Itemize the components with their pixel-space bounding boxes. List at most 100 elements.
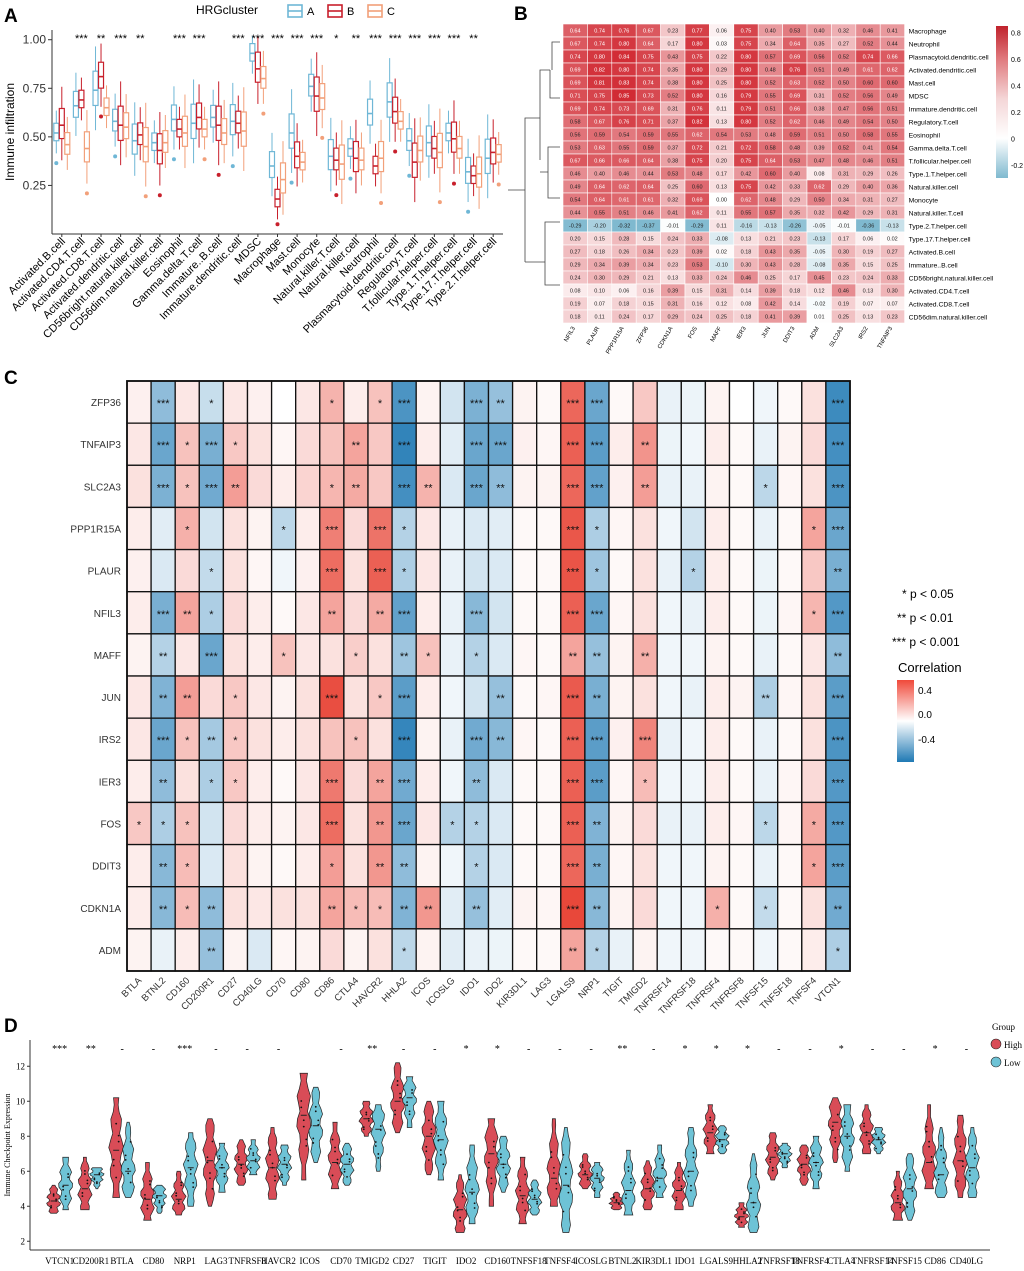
violin-point [312,1137,315,1140]
significance-star: * [474,820,479,832]
violin-point [846,1133,849,1135]
significance-mark: - [402,1044,405,1055]
row-label: Type.2.T.helper.cell [909,224,968,231]
cell-value: 0.59 [643,133,654,139]
violin-point [406,1104,408,1107]
cell-value: 0.59 [643,146,654,152]
cell-value: 0.00 [716,198,727,204]
cell-value: 0.77 [692,29,703,35]
violin-point [52,1194,55,1197]
cell-value: 0.55 [619,146,630,152]
heat-cell [222,886,249,930]
heat-cell [801,464,827,509]
violin-point [149,1183,151,1186]
violin-point [430,1128,433,1131]
cell-value: 0.11 [716,224,726,230]
significance-star: *** [832,609,846,621]
x-tick-label: TNFRSF14 [852,1256,895,1266]
violin-point [175,1192,178,1195]
cell-value: 0.67 [570,42,581,48]
cell-value: 0.19 [863,250,874,256]
row-label: DDIT3 [92,862,121,873]
x-tick-label: HHLA2 [733,1256,763,1266]
significance-mark: - [777,1044,780,1055]
heat-cell [584,506,610,551]
significance-mark: - [652,1044,655,1055]
cell-value: 0.64 [643,42,654,48]
violin-point [896,1197,899,1200]
heat-cell [608,928,634,972]
violin-point [317,1119,320,1122]
colorbar-tick: 0.0 [918,710,932,721]
significance-mark: *** [291,33,305,45]
significance-star: ** [593,862,602,874]
violin-point [124,1154,127,1157]
heat-cell [536,422,562,466]
violin-point [911,1186,914,1188]
cell-value: 0.75 [692,55,703,61]
violin-point [711,1125,714,1128]
box-body [156,133,163,165]
heat-cell [391,633,417,677]
cell-value: 0.46 [838,289,849,295]
heat-cell [632,591,658,635]
violin-point [928,1140,930,1143]
violin-point [865,1134,868,1137]
violin-point [831,1129,834,1132]
significance-star: *** [591,440,605,452]
p-value-legend: *** p < 0.001 [892,635,960,649]
violin-point [750,1187,752,1190]
violin-point [156,1194,158,1197]
cell-value: -0.05 [813,250,826,256]
y-tick-label: 6 [21,1166,26,1176]
cell-value: 0.52 [814,81,825,87]
cell-value: 0.25 [716,315,727,321]
heat-cell [704,506,731,551]
cell-value: 0.30 [838,250,849,256]
cell-value: 0.58 [863,133,874,139]
violin-point [930,1155,933,1158]
heat-cell [415,759,441,804]
heat-cell [174,591,200,635]
cell-value: 0.48 [765,198,776,204]
box-body [406,128,413,151]
box-body [151,132,158,152]
box-body [319,83,326,111]
significance-star: ** [207,735,216,747]
box-body [377,140,385,173]
violin-point [562,1210,565,1213]
violin-point [504,1176,507,1179]
cell-value: 0.21 [765,237,776,243]
violin-point [721,1145,724,1148]
heat-cell [126,422,152,466]
heat-cell [632,928,658,972]
box-body [338,144,345,180]
violin-point [456,1209,459,1212]
violin-point [831,1125,834,1128]
violin-point [271,1162,274,1165]
violin-point [112,1158,115,1161]
cell-value: -0.32 [618,224,631,230]
cell-value: 0.63 [789,81,800,87]
violin-point [805,1156,808,1159]
row-label: MDSC [909,94,929,101]
violin-point [565,1172,567,1175]
violin-point [411,1092,413,1094]
heat-cell [752,380,779,424]
heat-cell [415,928,441,972]
col-label: CDKN1A [657,326,674,350]
cell-value: 0.38 [667,81,678,87]
heat-cell [777,801,803,846]
violin-point [394,1109,396,1112]
box-body [333,147,340,171]
significance-star: * [137,820,142,832]
heat-cell [752,717,779,761]
box-body [490,137,497,165]
violin-point [86,1182,89,1185]
heat-cell [680,464,707,509]
heat-cell [680,633,707,677]
heat-cell [536,633,562,677]
heat-cell [246,759,273,804]
heat-cell [511,548,538,593]
cell-value: 0.24 [863,276,874,282]
